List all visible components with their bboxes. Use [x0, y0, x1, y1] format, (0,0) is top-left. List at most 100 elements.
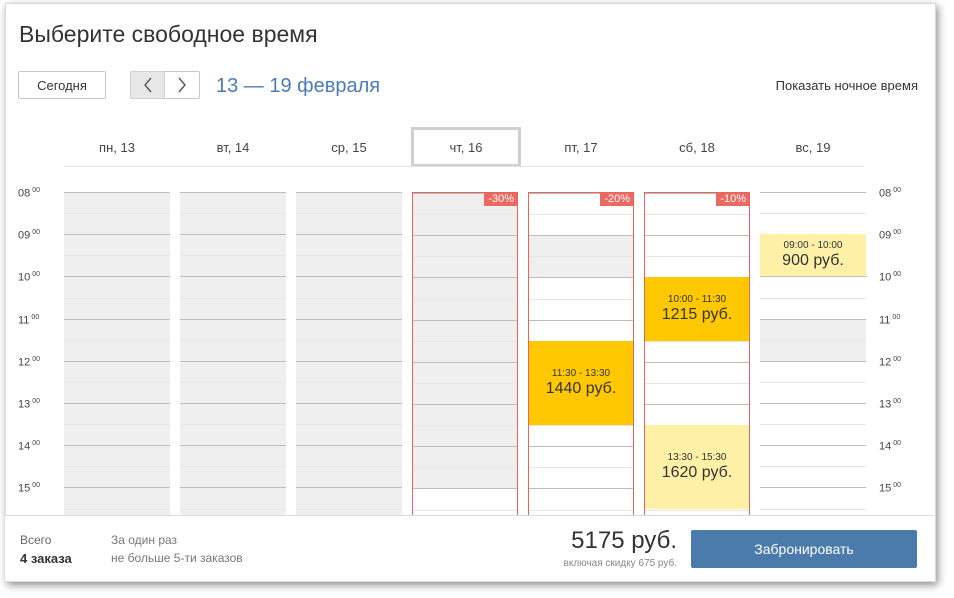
booking-slot[interactable]: 11:30 - 13:30 1440 руб.	[529, 340, 633, 426]
grid-line	[64, 424, 170, 426]
grid-line	[64, 466, 170, 468]
grid-line	[64, 192, 170, 193]
grid-line	[64, 297, 170, 299]
grid-line	[529, 277, 633, 279]
week-navigation	[130, 71, 200, 99]
grid-line	[180, 445, 286, 447]
grid-line	[180, 339, 286, 341]
grid-line	[296, 487, 402, 489]
grid-line	[180, 318, 286, 320]
time-label: 15 00	[879, 482, 902, 496]
time-label: 14 00	[18, 440, 41, 453]
grid-line	[760, 213, 866, 215]
day-header[interactable]: пт, 17	[564, 139, 598, 155]
header-divider	[64, 166, 864, 167]
grid-line	[296, 192, 402, 193]
unavailable-block	[64, 192, 170, 522]
time-label: 12 00	[18, 355, 41, 369]
grid-line	[296, 276, 402, 278]
grid-line	[180, 297, 286, 299]
grid-line	[760, 192, 866, 193]
grid-line	[180, 276, 286, 278]
slot-time: 13:30 - 15:30	[667, 452, 727, 464]
booking-slot[interactable]: 13:30 - 15:30 1620 руб.	[645, 425, 749, 510]
slot-time: 09:00 - 10:00	[783, 240, 843, 252]
discount-badge: -10%	[716, 193, 749, 206]
grid-line	[529, 256, 633, 258]
book-button[interactable]: Забронировать	[691, 530, 917, 568]
grid-line	[296, 297, 402, 299]
grid-line	[529, 214, 633, 216]
grid-line	[413, 298, 517, 300]
day-header[interactable]: ср, 15	[331, 139, 367, 155]
time-label: 09 00	[879, 229, 902, 242]
booking-footer: Всего 4 заказа За один раз не больше 5-т…	[5, 515, 934, 581]
grid-line	[413, 509, 517, 511]
grid-line	[529, 509, 633, 511]
next-week-button[interactable]	[165, 71, 200, 99]
grid-line	[760, 318, 866, 320]
grid-line	[529, 193, 633, 194]
grid-line	[296, 318, 402, 320]
grid-line	[413, 214, 517, 216]
limit-value: не больше 5-ти заказов	[111, 551, 243, 565]
time-label: 10 00	[18, 271, 41, 285]
day-header[interactable]: сб, 18	[679, 139, 715, 155]
booking-slot[interactable]: 09:00 - 10:00 900 руб.	[760, 234, 866, 277]
time-label: 10 00	[879, 271, 902, 285]
day-header[interactable]: пн, 13	[99, 139, 135, 155]
booking-slot[interactable]: 10:00 - 11:30 1215 руб.	[645, 277, 749, 341]
date-range: 13 — 19 февраля	[216, 75, 381, 97]
time-label: 09 00	[18, 229, 41, 242]
unavailable-block	[180, 192, 286, 522]
time-label: 11 00	[879, 313, 901, 327]
day-header[interactable]: чт, 16	[411, 127, 521, 167]
grid-line	[180, 508, 286, 510]
show-night-time-link[interactable]: Показать ночное время	[775, 78, 918, 93]
grid-line	[180, 213, 286, 215]
discount-note: включая скидку 675 руб.	[563, 558, 677, 569]
time-label: 08 00	[879, 187, 902, 200]
grid-line	[529, 467, 633, 469]
grid-line	[296, 360, 402, 362]
grid-line	[413, 425, 517, 427]
grid-line	[529, 446, 633, 448]
grid-line	[760, 403, 866, 404]
grid-line	[760, 424, 866, 426]
today-button[interactable]: Сегодня	[18, 71, 106, 99]
grid-line	[413, 193, 517, 194]
grid-line	[413, 361, 517, 363]
prev-week-button[interactable]	[130, 71, 165, 99]
grid-line	[645, 340, 749, 342]
slot-price: 900 руб.	[782, 252, 844, 270]
day-column	[296, 192, 402, 522]
unavailable-block	[529, 235, 633, 278]
grid-line	[645, 509, 749, 511]
discount-badge: -20%	[600, 193, 633, 206]
day-column: 09:00 - 10:00 900 руб.	[760, 192, 866, 522]
grid-line	[64, 381, 170, 383]
slot-time: 11:30 - 13:30	[551, 367, 611, 379]
slot-price: 1620 руб.	[661, 464, 733, 482]
grid-line	[180, 487, 286, 489]
day-column: -10% 10:00 - 11:30 1215 руб. 13:30 - 15:30 1…	[644, 192, 750, 522]
day-column: -30%	[412, 192, 518, 522]
grid-line	[413, 340, 517, 342]
grid-line	[296, 381, 402, 383]
grid-line	[413, 488, 517, 490]
grid-line	[180, 192, 286, 193]
total-label: Всего	[20, 533, 52, 547]
slot-price: 1440 руб.	[545, 379, 617, 397]
grid-line	[296, 424, 402, 426]
day-header[interactable]: вт, 14	[216, 139, 250, 155]
grid-line	[645, 361, 749, 363]
grid-line	[645, 235, 749, 237]
grid-line	[64, 276, 170, 278]
grid-line	[180, 424, 286, 426]
time-label: 12 00	[879, 355, 902, 369]
total-price: 5175 руб.	[571, 527, 677, 554]
grid-line	[645, 404, 749, 405]
chevron-right-icon	[178, 77, 186, 93]
day-header[interactable]: вс, 19	[795, 139, 831, 155]
grid-line	[64, 255, 170, 257]
